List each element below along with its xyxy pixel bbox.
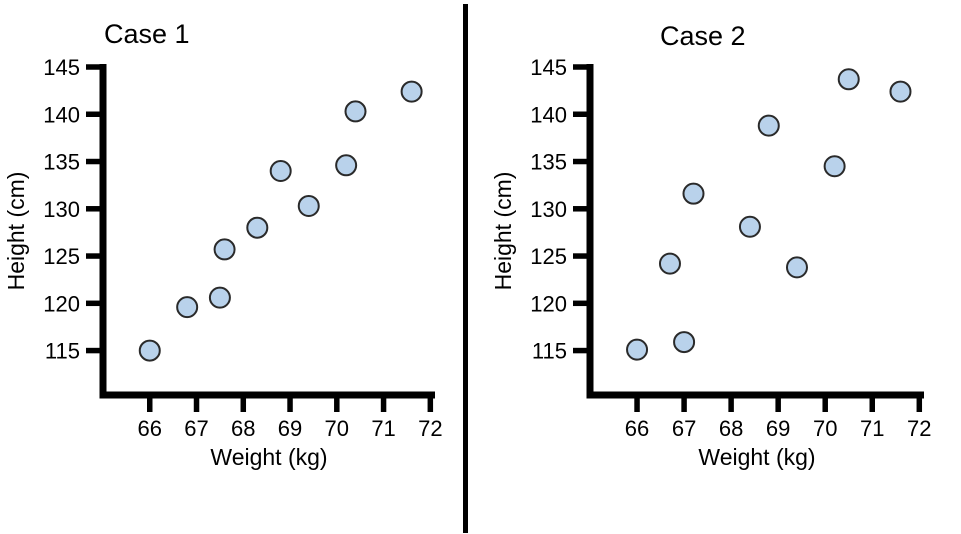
x-tick-label: 68 — [231, 416, 255, 441]
x-tick-label: 71 — [371, 416, 395, 441]
y-tick-label: 135 — [530, 150, 567, 175]
data-point — [269, 159, 292, 182]
x-tick-label: 66 — [625, 416, 649, 441]
case2-title: Case 2 — [660, 21, 746, 51]
x-tick-label: 72 — [907, 416, 931, 441]
data-point — [335, 154, 358, 177]
data-point — [208, 286, 231, 309]
case1-title: Case 1 — [104, 19, 190, 49]
case2-scatter-chart: 66 67 68 69 70 71 72 115 120 125 130 135 140 145 Weigh… — [490, 55, 932, 470]
x-tick-label: 70 — [325, 416, 349, 441]
data-point — [658, 252, 681, 275]
y-tick-label: 125 — [43, 244, 80, 269]
data-point — [246, 216, 269, 239]
x-tick-label: 69 — [766, 416, 790, 441]
data-point — [785, 256, 808, 279]
x-tick-label: 68 — [719, 416, 743, 441]
x-tick-label: 66 — [138, 416, 162, 441]
y-tick-label: 120 — [43, 291, 80, 316]
data-point — [738, 215, 761, 238]
x-tick-label: 67 — [672, 416, 696, 441]
data-point — [213, 238, 236, 261]
y-tick-label: 145 — [530, 55, 567, 80]
data-point — [837, 68, 860, 91]
y-tick-label: 145 — [43, 55, 80, 80]
data-point — [400, 80, 423, 103]
x-tick-label: 69 — [278, 416, 302, 441]
data-point — [673, 331, 696, 354]
data-point — [626, 338, 649, 361]
y-tick-label: 140 — [43, 102, 80, 127]
x-axis-title: Weight (kg) — [698, 444, 815, 470]
y-tick-label: 135 — [43, 150, 80, 175]
y-axis-title: Height (cm) — [3, 172, 29, 291]
y-tick-label: 130 — [530, 197, 567, 222]
data-point — [297, 194, 320, 217]
data-point — [138, 339, 161, 362]
y-tick-label: 125 — [530, 244, 567, 269]
panel-divider — [463, 4, 468, 533]
y-tick-label: 115 — [45, 339, 80, 364]
data-point — [757, 114, 780, 137]
x-tick-label: 67 — [184, 416, 208, 441]
y-axis-title: Height (cm) — [490, 172, 516, 291]
y-tick-label: 120 — [530, 291, 567, 316]
case1-scatter-chart: 66 67 68 69 70 71 72 115 120 125 130 135 140 145 Weigh… — [3, 55, 443, 470]
data-point — [176, 296, 199, 319]
y-tick-label: 140 — [530, 102, 567, 127]
y-tick-label: 115 — [532, 339, 567, 364]
x-tick-label: 70 — [813, 416, 837, 441]
x-axis-title: Weight (kg) — [210, 444, 327, 470]
data-point — [682, 182, 705, 205]
x-tick-label: 71 — [860, 416, 884, 441]
data-point — [823, 155, 846, 178]
data-point — [889, 80, 912, 103]
data-point — [344, 100, 367, 123]
y-tick-label: 130 — [43, 197, 80, 222]
x-tick-label: 72 — [418, 416, 442, 441]
